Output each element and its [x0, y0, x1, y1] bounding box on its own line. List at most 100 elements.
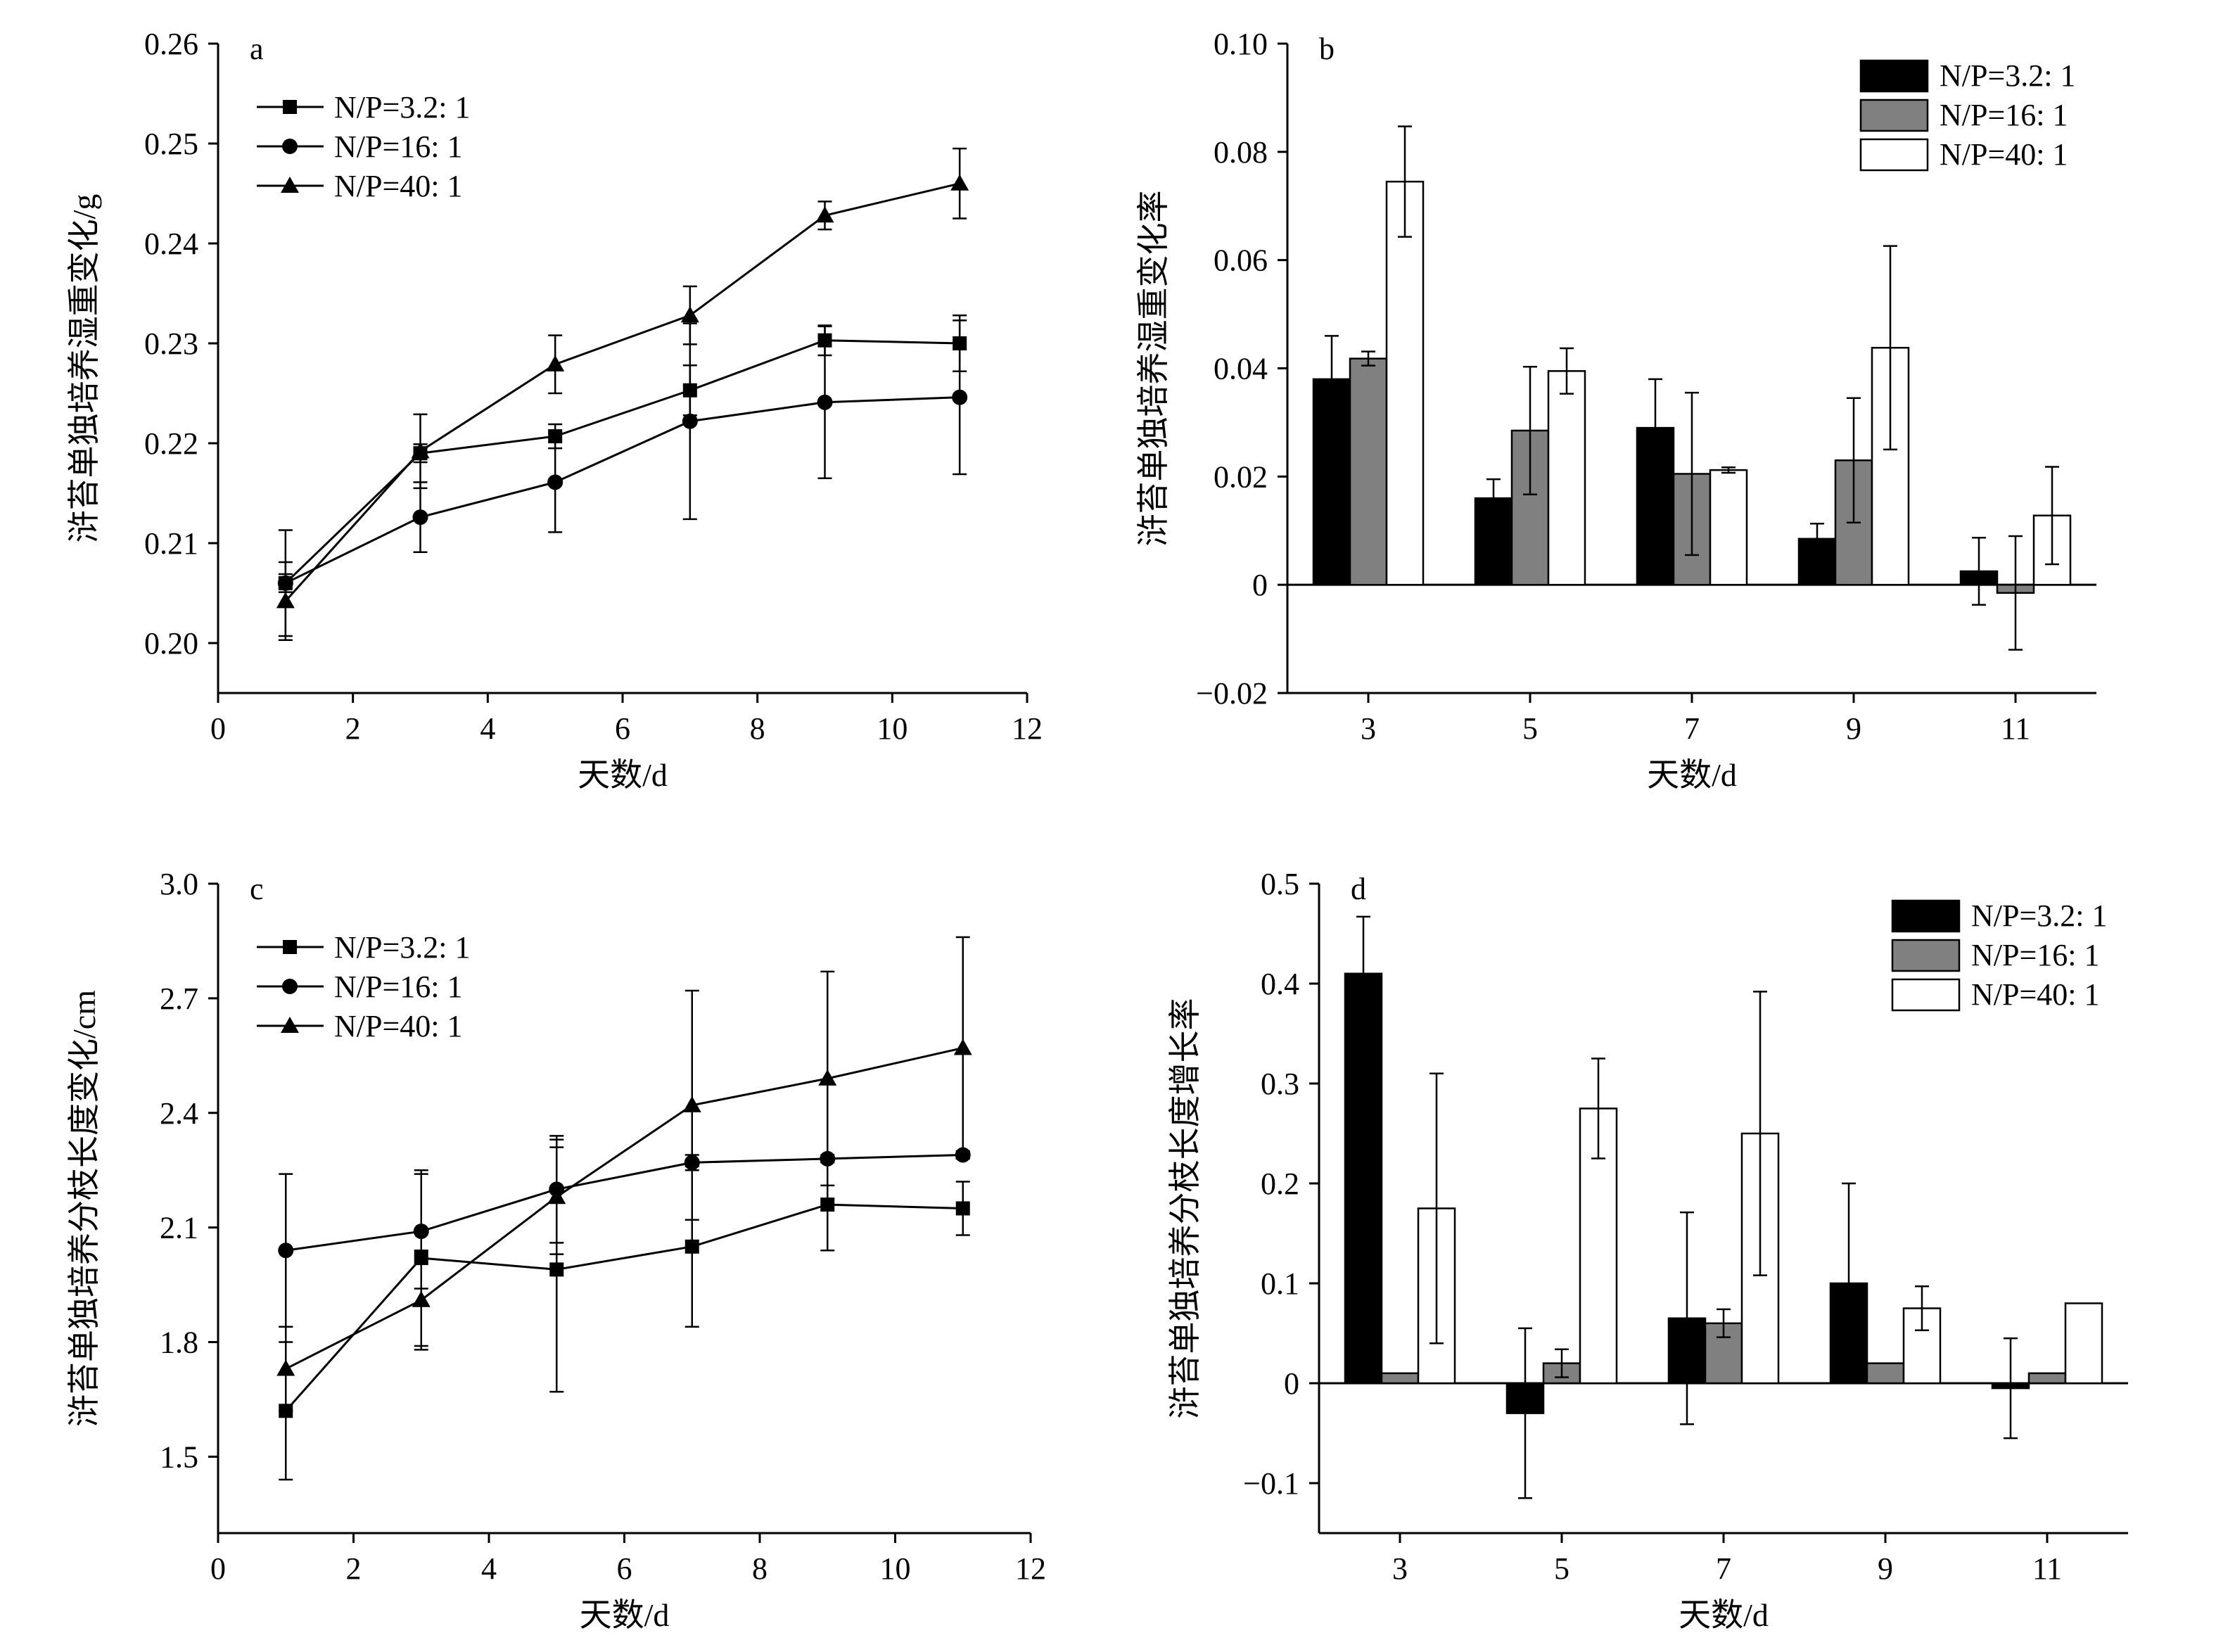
bar [1385, 180, 1425, 586]
y-tick-label: 0.26 [144, 27, 198, 61]
x-tick-label: 5 [1554, 1551, 1569, 1586]
y-tick-label: 1.8 [160, 1326, 198, 1360]
bar [2064, 1302, 2103, 1385]
x-axis-label: 天数/d [580, 1597, 670, 1633]
legend-swatch [1891, 899, 1961, 933]
x-tick-label: 6 [615, 711, 630, 746]
x-tick-label: 8 [750, 711, 765, 746]
data-point [682, 413, 698, 429]
x-tick-label: 12 [1012, 711, 1043, 746]
y-tick-label: 3.0 [160, 867, 198, 901]
x-tick-label: 4 [481, 1551, 497, 1586]
legend-label: N/P=3.2: 1 [334, 90, 471, 125]
y-tick-label: −0.1 [1243, 1466, 1299, 1501]
legend-label: N/P=40: 1 [1971, 977, 2100, 1012]
chart-panel-d: −0.1 0 0.1 0.2 0.3 0.4 0.5 3 5 7 9 11 N/P=3.2: 1 N/P=… [1167, 867, 2128, 1633]
x-tick-label: 0 [210, 711, 226, 746]
data-point [955, 1201, 970, 1216]
legend-marker [282, 139, 298, 154]
legend-label: N/P=16: 1 [1971, 938, 2100, 972]
data-point [549, 1262, 564, 1277]
data-point [952, 389, 968, 405]
data-point [820, 1197, 835, 1212]
legend-marker [283, 940, 297, 954]
data-point [278, 1243, 294, 1259]
x-tick-label: 4 [480, 711, 495, 746]
x-tick-label: 7 [1716, 1551, 1731, 1586]
chart-panel-b: −0.02 0 0.02 0.04 0.06 0.08 0.10 3 5 7 9 11 N/P=3.2:… [1135, 27, 2096, 793]
legend-label: N/P=3.2: 1 [334, 930, 471, 965]
x-tick-label: 10 [880, 1551, 911, 1586]
x-axis-label: 天数/d [578, 757, 668, 793]
y-tick-label: 0.10 [1214, 27, 1268, 61]
legend-marker [281, 1017, 299, 1033]
plot-area: −0.02 0 0.02 0.04 0.06 0.08 0.10 3 5 7 9 11 N/P=3.2:… [1196, 27, 2096, 746]
data-point [411, 442, 430, 459]
x-tick-label: 9 [1846, 711, 1861, 746]
data-point [412, 509, 428, 526]
plot-area: −0.1 0 0.1 0.2 0.3 0.4 0.5 3 5 7 9 11 N/P=3.2: 1 N/P=… [1243, 867, 2128, 1586]
data-point [684, 1239, 699, 1254]
y-axis-label: 浒苔单独培养湿重变化率 [1135, 191, 1171, 547]
y-tick-label: 0.1 [1261, 1266, 1299, 1301]
x-axis-label: 天数/d [1679, 1597, 1769, 1633]
x-tick-label: 8 [752, 1551, 768, 1586]
x-tick-label: 12 [1015, 1551, 1046, 1586]
data-point [953, 1038, 972, 1055]
y-tick-label: 0.24 [144, 227, 198, 261]
legend-label: N/P=16: 1 [334, 970, 463, 1004]
legend-marker [283, 100, 297, 114]
x-tick-label: 11 [2001, 711, 2030, 746]
data-point [546, 355, 565, 371]
y-tick-label: 0.5 [1261, 867, 1299, 901]
data-point [950, 174, 969, 191]
y-axis-label: 浒苔单独培养湿重变化/g [66, 194, 102, 543]
plot-area: 1.5 1.8 2.1 2.4 2.7 3.0 0 2 4 6 8 10 12 N/P=3.2: 1 N/P… [160, 867, 1046, 1586]
panel-label: c [250, 872, 264, 906]
series-line [285, 1047, 964, 1370]
y-tick-label: 0.4 [1261, 967, 1299, 1001]
legend-label: N/P=40: 1 [334, 1009, 463, 1043]
data-point [682, 1095, 701, 1112]
y-tick-label: 0.22 [144, 426, 198, 461]
y-tick-label: 0.04 [1214, 352, 1268, 386]
series-line [284, 339, 960, 584]
legend-marker [282, 979, 298, 994]
data-point [815, 206, 834, 223]
bar [1349, 357, 1388, 586]
bar [1380, 1372, 1420, 1385]
series-line [286, 1153, 963, 1252]
y-axis-label: 浒苔单独培养分枝长度变化/cm [66, 990, 102, 1427]
data-point [412, 1290, 431, 1307]
series-line [284, 182, 960, 602]
x-tick-label: 7 [1684, 711, 1700, 746]
data-point [818, 1069, 837, 1086]
bar [1344, 972, 1383, 1385]
legend-label: N/P=16: 1 [1940, 98, 2068, 132]
legend-swatch [1859, 138, 1929, 172]
y-tick-label: 0.02 [1214, 459, 1268, 494]
data-point [680, 306, 699, 323]
legend-label: N/P=16: 1 [334, 129, 463, 164]
chart-panel-a: 0.20 0.21 0.22 0.23 0.24 0.25 0.26 0 2 4 6 8 10 12 N/P… [66, 27, 1043, 793]
x-tick-label: 2 [346, 1551, 362, 1586]
chart-panel-c: 1.5 1.8 2.1 2.4 2.7 3.0 0 2 4 6 8 10 12 N/P=3.2: 1 N/P… [66, 867, 1046, 1633]
y-tick-label: 0.08 [1214, 135, 1268, 170]
legend-swatch [1891, 939, 1961, 972]
legend-marker [281, 177, 299, 193]
y-tick-label: 2.7 [160, 981, 198, 1016]
x-tick-label: 0 [210, 1551, 226, 1586]
panel-label: a [250, 32, 264, 66]
x-tick-label: 2 [345, 711, 361, 746]
y-tick-label: 0 [1252, 568, 1268, 602]
data-point [817, 394, 833, 410]
y-tick-label: 0.2 [1261, 1167, 1299, 1201]
x-tick-label: 6 [617, 1551, 632, 1586]
data-point [276, 1359, 295, 1376]
x-tick-label: 10 [877, 711, 908, 746]
y-tick-label: 0 [1284, 1366, 1299, 1401]
data-point [547, 1188, 566, 1205]
legend-label: N/P=40: 1 [334, 169, 463, 203]
bar [1709, 469, 1748, 586]
series-line [285, 396, 960, 585]
